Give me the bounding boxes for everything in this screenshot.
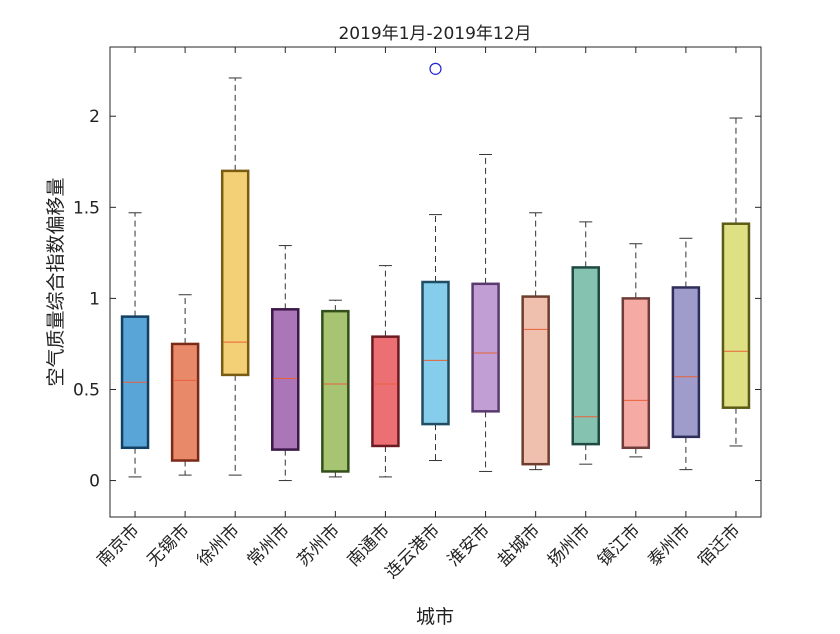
box-iqr <box>471 282 500 413</box>
box-4 <box>271 245 300 482</box>
box-iqr <box>271 308 300 451</box>
box-7 <box>421 62 450 462</box>
box-iqr <box>220 169 250 377</box>
box-iqr <box>621 297 651 450</box>
y-tick-label: 1.5 <box>73 198 100 218</box>
x-tick-label: 泰州市 <box>644 520 694 570</box>
box-1 <box>120 212 150 478</box>
box-iqr <box>671 286 701 439</box>
y-axis-label: 空气质量综合指数偏移量 <box>45 177 67 386</box>
box-9 <box>521 212 550 471</box>
box-iqr <box>170 342 200 462</box>
x-tick-label: 苏州市 <box>294 520 344 570</box>
x-tick-label: 连云港市 <box>382 520 444 582</box>
x-tick-label: 宿迁市 <box>694 520 744 570</box>
box-12 <box>671 237 701 471</box>
x-tick-label: 常州市 <box>244 520 294 570</box>
x-tick-label: 淮安市 <box>444 520 494 570</box>
box-iqr <box>371 335 400 448</box>
box-5 <box>321 299 350 478</box>
box-2 <box>170 294 200 476</box>
x-tick-label: 徐州市 <box>194 520 244 570</box>
box-6 <box>371 265 400 478</box>
box-iqr <box>521 295 550 466</box>
y-tick-label: 0 <box>89 472 100 492</box>
box-13 <box>721 117 751 447</box>
x-tick-label: 扬州市 <box>544 520 594 570</box>
x-tick-label: 无锡市 <box>143 520 193 570</box>
box-iqr <box>321 309 350 473</box>
box-3 <box>220 77 250 476</box>
box-8 <box>471 153 500 472</box>
box-iqr <box>571 266 600 446</box>
y-tick-label: 0.5 <box>73 380 100 400</box>
x-axis-label: 城市 <box>416 606 454 628</box>
y-tick-label: 1 <box>89 289 100 309</box>
x-tick-label: 镇江市 <box>594 520 644 570</box>
outlier-point <box>429 62 442 75</box>
chart-title: 2019年1月-2019年12月 <box>338 24 531 44</box>
x-tick-label: 盐城市 <box>494 520 544 570</box>
y-tick-label: 2 <box>89 107 100 127</box>
box-iqr <box>721 222 751 409</box>
box-10 <box>571 221 600 465</box>
y-axis: 0 0.5 1 1.5 2 <box>73 107 761 492</box>
box-11 <box>621 243 651 458</box>
box-iqr <box>421 280 450 426</box>
boxes-layer <box>120 62 751 482</box>
x-tick-label: 南京市 <box>93 520 143 570</box>
